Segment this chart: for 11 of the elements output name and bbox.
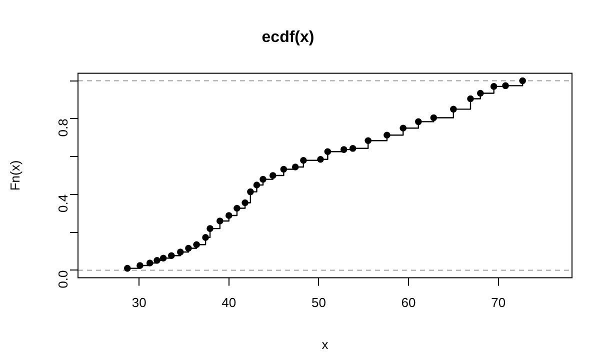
- x-tick-label: 70: [491, 295, 506, 310]
- x-tick-label: 50: [311, 295, 326, 310]
- x-tick-label: 30: [132, 295, 146, 310]
- y-axis-title: Fn(x): [7, 160, 22, 191]
- x-tick-label: 60: [401, 295, 416, 310]
- chart-title: ecdf(x): [262, 29, 314, 46]
- x-tick-label: 40: [222, 295, 236, 310]
- y-tick-label: 0.0: [56, 270, 71, 288]
- y-tick-label: 0.4: [56, 194, 71, 213]
- x-axis-title: x: [322, 336, 329, 352]
- y-tick-label: 0.8: [56, 118, 71, 137]
